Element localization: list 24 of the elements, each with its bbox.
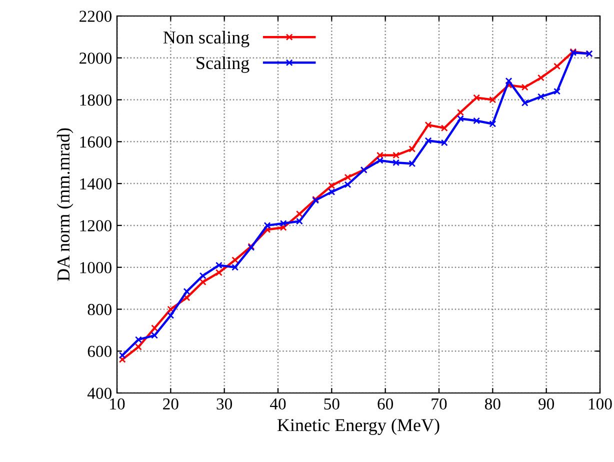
y-tick-label: 1200 [80, 220, 112, 232]
x-tick-label: 70 [432, 398, 447, 410]
legend-label: Scaling [196, 56, 250, 73]
x-tick-label: 40 [270, 398, 286, 410]
legend-label: Non scaling [163, 30, 250, 48]
x-tick-label: 90 [538, 398, 554, 410]
y-tick-label: 600 [88, 346, 112, 358]
y-tick-label: 400 [87, 388, 112, 399]
x-tick-label: 10 [110, 398, 125, 410]
x-tick-label: 30 [216, 398, 232, 410]
y-tick-label: 1400 [80, 178, 112, 190]
y-tick-label: 2200 [80, 10, 112, 22]
x-tick-label: 80 [484, 398, 500, 410]
x-tick-label: 20 [163, 398, 178, 410]
x-tick-label: 50 [324, 398, 340, 410]
y-tick-label: 2000 [80, 52, 112, 64]
y-axis-title: DA norm (mm.mrad) [56, 128, 74, 281]
y-tick-label: 1800 [80, 94, 112, 106]
y-tick-label: 1000 [80, 262, 112, 274]
y-tick-label: 1600 [80, 136, 112, 148]
x-axis-title: Kinetic Energy (MeV) [277, 418, 440, 435]
x-tick-label: 100 [588, 398, 612, 410]
x-tick-label: 60 [378, 398, 394, 410]
y-tick-label: 800 [88, 304, 112, 316]
